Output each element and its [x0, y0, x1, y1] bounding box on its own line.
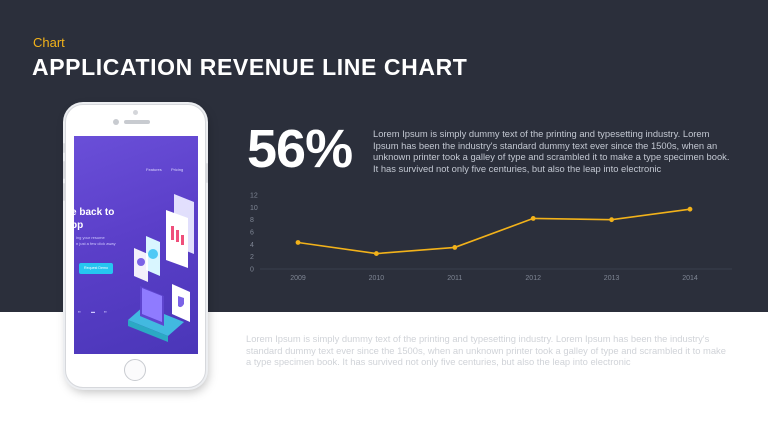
x-tick-label: 2011: [447, 275, 462, 282]
y-tick-label: 6: [250, 230, 254, 237]
x-tick-label: 2009: [290, 275, 306, 282]
y-tick-label: 0: [250, 267, 254, 274]
phone-side-button: [63, 161, 65, 179]
screen-partner-logo: ▪▪: [104, 309, 107, 314]
phone-side-button: [63, 143, 65, 153]
phone-camera: [113, 119, 119, 125]
x-tick-label: 2012: [525, 275, 541, 282]
y-tick-label: 12: [250, 193, 258, 200]
screen-cta-button: Request Demo: [79, 263, 113, 274]
y-tick-label: 2: [250, 254, 254, 261]
stat-description: Lorem Ipsum is simply dummy text of the …: [373, 128, 730, 174]
data-point: [687, 206, 693, 212]
y-tick-label: 4: [250, 242, 254, 249]
x-tick-label: 2010: [369, 275, 385, 282]
data-point: [530, 216, 536, 221]
data-point: [609, 217, 614, 223]
slide-kicker: Chart: [33, 35, 65, 50]
phone-screen: Features Pricing e back to pp ing your r…: [74, 136, 198, 354]
series-line: [297, 208, 691, 255]
x-tick-label: 2014: [682, 275, 698, 282]
phone-speaker: [124, 120, 150, 124]
x-axis: 2009 2010 2011 2012 2013 2014: [290, 275, 698, 282]
y-tick-label: 10: [250, 205, 258, 212]
revenue-line-chart: 0 2 4 6 8 10 12 2009 2010 2011 2012 2013 2014: [250, 193, 732, 282]
series-points: [295, 206, 693, 256]
data-point: [374, 251, 379, 256]
screen-hero-title: e back to pp: [74, 207, 115, 231]
screen-nav-item: Pricing: [171, 167, 184, 172]
y-tick-label: 8: [250, 217, 254, 224]
phone-mockup: Features Pricing e back to pp ing your r…: [63, 104, 208, 388]
isometric-illustration: [128, 194, 194, 342]
x-tick-label: 2013: [604, 275, 620, 282]
stat-value: 56%: [247, 119, 353, 179]
screen-nav-item: Features: [146, 167, 162, 172]
screen-partner-logo: ▪▪: [78, 309, 81, 314]
bottom-description: Lorem Ipsum is simply dummy text of the …: [246, 333, 726, 368]
slide-title: APPLICATION REVENUE LINE CHART: [32, 54, 468, 80]
phone-home-button: [124, 359, 146, 381]
screen-partner-logo: ▬: [91, 309, 95, 314]
phone-side-button: [206, 163, 208, 183]
data-point: [295, 240, 301, 245]
data-point: [452, 245, 458, 250]
phone-side-button: [63, 183, 65, 201]
y-axis: 0 2 4 6 8 10 12: [250, 193, 258, 274]
screen-hero-subtitle: ing your resume n just a few click away: [76, 235, 116, 246]
phone-sensor: [133, 110, 138, 115]
